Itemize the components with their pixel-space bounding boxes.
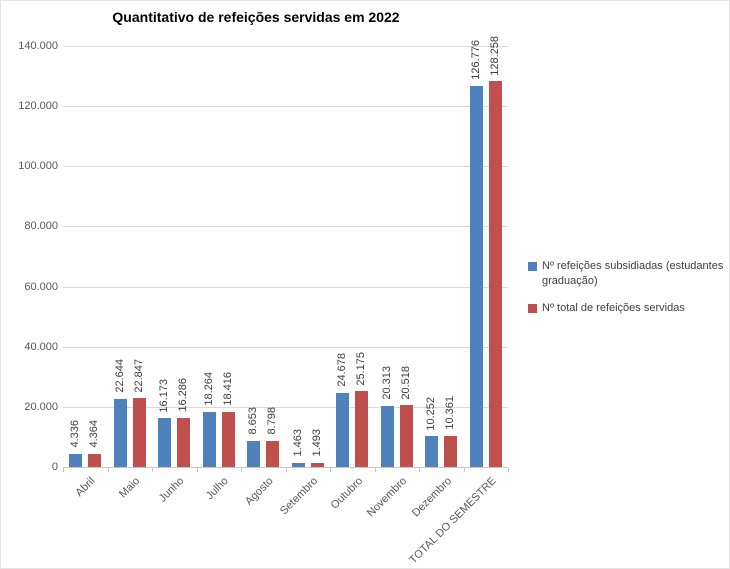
bar-subsidiadas (202, 412, 216, 467)
y-axis-label: 120.000 (18, 100, 58, 113)
x-axis-label: Junho (157, 475, 187, 505)
x-axis-tick (374, 468, 376, 472)
bar-subsidiadas (247, 440, 261, 467)
legend-swatch-icon (528, 262, 537, 271)
bar-total (88, 453, 102, 467)
bar-subsidiadas (425, 436, 439, 467)
bar-total (221, 411, 235, 467)
y-axis-label: 140.000 (18, 40, 58, 52)
legend-entry: Nº refeições subsidiadas (estudantes gra… (528, 259, 728, 289)
bar-value-label: 10.252 (425, 396, 438, 431)
x-axis-label: Abril (73, 475, 98, 500)
x-axis-tick (241, 468, 242, 472)
gridline (63, 46, 508, 47)
x-axis-tick (152, 468, 153, 472)
bar-total (399, 405, 413, 467)
x-axis-label: Maio (116, 475, 143, 501)
bar-subsidiadas (158, 418, 172, 467)
x-axis-tick (419, 468, 420, 472)
bar-value-label: 4.364 (88, 420, 101, 448)
bar-value-label: 24.678 (336, 353, 349, 387)
bar-value-label: 22.644 (113, 359, 126, 393)
gridline (63, 406, 508, 408)
gridline (63, 226, 508, 228)
x-axis-label: TOTAL DO SEMESTRE (406, 475, 499, 567)
x-axis-tick (463, 468, 465, 472)
y-axis-label: 40.000 (24, 340, 58, 353)
y-axis-label: 20.000 (24, 400, 58, 413)
bar-value-label: 22.847 (132, 358, 145, 393)
bar-value-label: 4.336 (69, 420, 82, 448)
bar-value-label: 16.286 (177, 378, 190, 413)
x-axis-label: Dezembro (409, 475, 454, 520)
bar-subsidiadas (69, 453, 83, 467)
x-axis-tick (285, 468, 287, 472)
x-axis-tick (63, 468, 64, 472)
x-axis-label: Novembro (364, 475, 410, 520)
chart-title: Quantitativo de refeições servidas em 20… (112, 9, 400, 25)
gridline (63, 346, 508, 348)
x-axis-label: Julho (204, 475, 232, 503)
legend-swatch-icon (528, 304, 537, 313)
y-axis-label: 60.000 (24, 280, 58, 293)
bar-value-label: 1.493 (310, 428, 323, 457)
legend-label: Nº refeições subsidiadas (estudantes gra… (542, 260, 724, 287)
x-axis-tick (196, 468, 198, 472)
bar-value-label: 126.776 (469, 40, 482, 80)
bar-subsidiadas (113, 398, 127, 467)
bar-subsidiadas (336, 392, 350, 467)
bar-value-label: 18.264 (202, 372, 215, 407)
gridline (63, 106, 508, 108)
bar-total (132, 398, 146, 467)
bar-total (488, 81, 502, 467)
bar-value-label: 20.518 (399, 365, 412, 400)
legend: Nº refeições subsidiadas (estudantes gra… (528, 259, 728, 328)
bar-total (355, 391, 369, 467)
x-axis-tick (330, 468, 331, 472)
bar-value-label: 1.463 (291, 429, 304, 457)
bar-subsidiadas (469, 85, 483, 467)
y-axis-label: 0 (51, 461, 58, 473)
legend-label: Nº total de refeições servidas (542, 302, 685, 314)
bar-value-label: 8.653 (247, 407, 260, 435)
bar-value-label: 10.361 (444, 396, 457, 430)
y-axis-label: 100.000 (18, 160, 58, 173)
bar-total (177, 418, 191, 467)
bar-value-label: 20.313 (380, 366, 393, 400)
bar-total (444, 435, 458, 467)
bar-value-label: 25.175 (355, 351, 368, 386)
bar-value-label: 18.416 (221, 371, 234, 406)
x-axis-line (63, 467, 508, 468)
x-axis-label: Setembro (278, 475, 321, 518)
x-axis-tick (508, 468, 509, 472)
bar-value-label: 8.798 (266, 407, 279, 435)
bar-value-label: 128.258 (488, 35, 501, 76)
bar-subsidiadas (291, 462, 305, 467)
bar-total (310, 462, 324, 467)
gridline (63, 286, 508, 288)
x-axis-tick (107, 468, 109, 472)
x-axis-label: Outubro (328, 475, 365, 512)
x-axis-label: Agosto (243, 475, 276, 508)
y-axis-label: 80.000 (24, 220, 58, 233)
bar-total (266, 440, 280, 467)
gridline (63, 166, 508, 168)
bar-value-label: 16.173 (158, 378, 171, 413)
legend-entry: Nº total de refeições servidas (528, 301, 728, 316)
bar-subsidiadas (380, 405, 394, 467)
